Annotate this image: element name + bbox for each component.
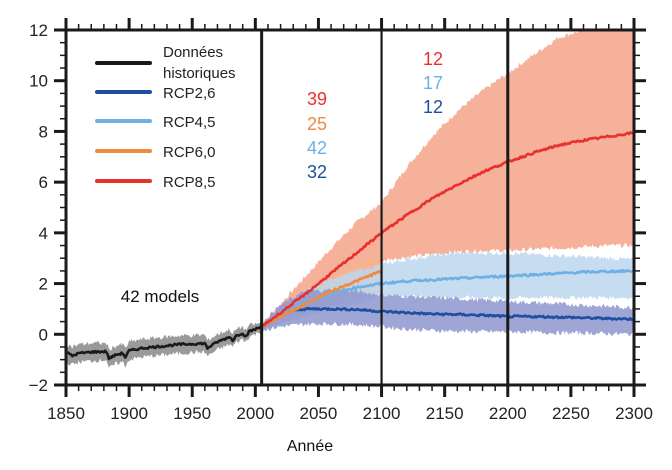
- y-tick-label: 4: [39, 224, 48, 243]
- count-rcp26-2200: 12: [423, 97, 443, 117]
- y-tick-label: 2: [39, 275, 48, 294]
- y-tick-label: 8: [39, 122, 48, 141]
- x-axis-title: Année: [287, 438, 333, 455]
- y-tick-label: 10: [29, 72, 48, 91]
- y-tick-label: 6: [39, 173, 48, 192]
- line-rcp6-0: [261, 269, 383, 328]
- legend-label-historical-line1: Données: [163, 44, 223, 61]
- count-rcp26-2100: 32: [307, 162, 327, 182]
- legend-label-rcp60: RCP6,0: [163, 144, 216, 161]
- band-donn-es-historiques: [66, 322, 262, 368]
- x-tick-label: 2300: [615, 404, 653, 423]
- x-tick-label: 2250: [552, 404, 590, 423]
- legend-label-rcp45: RCP4,5: [163, 114, 216, 131]
- x-tick-label: 2200: [489, 404, 527, 423]
- model-counts-2101-2200: 12 17 12: [423, 49, 443, 117]
- count-rcp45-2200: 17: [423, 73, 443, 93]
- y-tick-label: 12: [29, 21, 48, 40]
- models-count-annotation: 42 models: [121, 287, 199, 306]
- legend: Données historiques RCP2,6 RCP4,5 RCP6,0…: [95, 44, 236, 191]
- band-rcp4-5: [261, 251, 634, 331]
- count-rcp85-2100: 39: [307, 89, 327, 109]
- line-rcp8-5: [260, 131, 635, 327]
- count-rcp60-2100: 25: [307, 114, 327, 134]
- x-tick-label: 2150: [426, 404, 464, 423]
- count-rcp45-2100: 42: [307, 138, 327, 158]
- legend-label-rcp26: RCP2,6: [163, 85, 216, 102]
- line-donn-es-historiques: [65, 325, 262, 361]
- model-counts-2006-2100: 39 25 42 32: [307, 89, 327, 182]
- x-tick-label: 2000: [236, 404, 274, 423]
- x-tick-label: 2050: [300, 404, 338, 423]
- x-tick-label: 1850: [47, 404, 85, 423]
- x-tick-label: 2100: [363, 404, 401, 423]
- y-tick-label: −2: [29, 376, 48, 395]
- axes: [54, 18, 646, 397]
- band-rcp2-6: [261, 288, 634, 337]
- y-tick-label: 0: [39, 325, 48, 344]
- tick-labels: 1850 1900 1950 2000 2050 2100 2150 2200 2250 2300…: [29, 21, 653, 423]
- legend-label-rcp85: RCP8,5: [163, 174, 216, 191]
- x-tick-label: 1950: [173, 404, 211, 423]
- x-tick-label: 1900: [110, 404, 148, 423]
- series-lines: [65, 131, 635, 361]
- line-rcp2-6: [260, 306, 635, 329]
- legend-label-historical-line2: historiques: [163, 65, 236, 82]
- period-dividers: [260, 30, 510, 385]
- count-rcp85-2200: 12: [423, 49, 443, 69]
